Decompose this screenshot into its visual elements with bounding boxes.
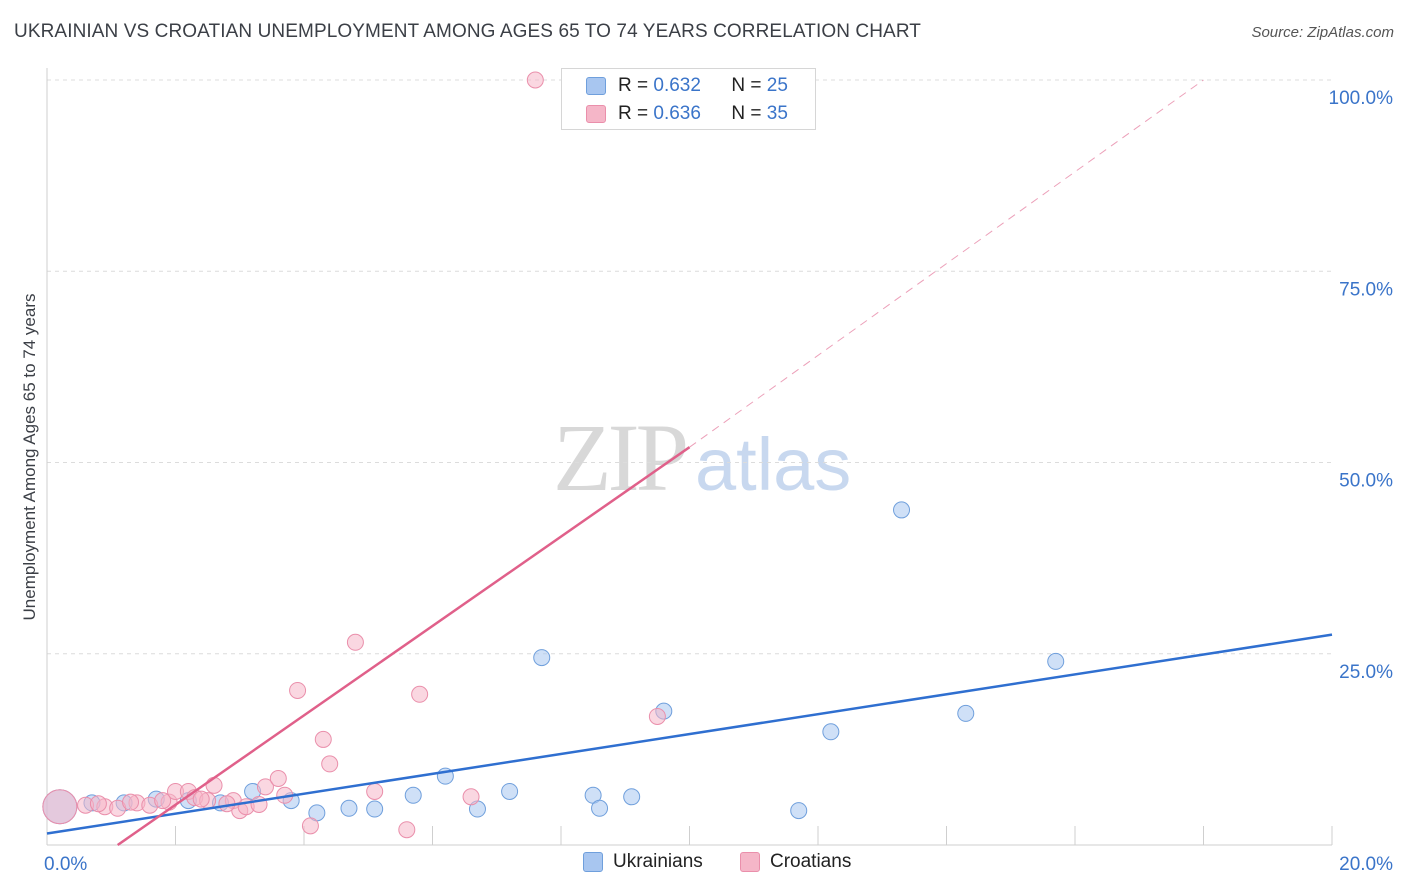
y-tick-label: 100.0% — [1329, 88, 1394, 109]
legend-n-label: N = — [731, 103, 767, 124]
ukrainian-trendline — [46, 633, 1333, 835]
series-legend-ukrainians[interactable]: Ukrainians — [583, 851, 703, 873]
legend-n-label: N = — [731, 75, 767, 96]
ukrainian-point — [340, 799, 358, 817]
legend-row-ukrainians: R = 0.632 N = 25 — [586, 74, 788, 98]
croatian-point — [314, 730, 332, 748]
croatian-point — [462, 788, 480, 806]
source-attribution: Source: ZipAtlas.com — [1251, 24, 1394, 41]
croatian-point — [122, 793, 140, 811]
watermark-zip: ZIP — [553, 404, 689, 511]
ukrainian-point — [533, 649, 551, 667]
legend-swatch-ukrainians — [586, 77, 606, 95]
croatian-point — [269, 769, 287, 787]
watermark: ZIP atlas — [553, 402, 851, 513]
ukrainian-point — [366, 800, 384, 818]
series-swatch-croatians — [740, 852, 760, 872]
watermark-atlas: atlas — [695, 423, 852, 506]
croatian-point — [205, 776, 223, 794]
ukrainian-point — [893, 501, 911, 519]
legend-r-value: 0.636 — [653, 103, 701, 124]
legend-row-croatians: R = 0.636 N = 35 — [586, 102, 788, 126]
croatian-point — [192, 790, 210, 808]
croatian-point — [89, 795, 107, 813]
y-tick-label: 25.0% — [1339, 662, 1393, 683]
ukrainian-point — [591, 799, 609, 817]
croatian-trendline-extension — [689, 79, 1204, 448]
croatian-point — [366, 782, 384, 800]
correlation-legend: R = 0.632 N = 25 R = 0.636 N = 35 — [561, 68, 816, 130]
ukrainian-point — [957, 704, 975, 722]
series-label-ukrainians: Ukrainians — [613, 851, 703, 872]
series-label-croatians: Croatians — [770, 851, 852, 872]
ukrainian-point — [623, 788, 641, 806]
series-swatch-ukrainians — [583, 852, 603, 872]
legend-n-value: 35 — [766, 103, 788, 124]
croatian-point — [289, 681, 307, 699]
x-tick-label: 20.0% — [1339, 854, 1393, 875]
y-tick-label: 75.0% — [1339, 279, 1393, 300]
ukrainian-point — [404, 786, 422, 804]
ukrainian-point — [790, 802, 808, 820]
croatian-point — [526, 71, 544, 89]
croatian-point — [42, 789, 78, 825]
croatian-point — [256, 778, 274, 796]
croatian-point — [301, 817, 319, 835]
legend-r-value: 0.632 — [653, 75, 701, 96]
croatian-point — [648, 707, 666, 725]
croatian-point — [398, 821, 416, 839]
series-legend: Ukrainians Croatians — [0, 851, 1406, 877]
chart-title: UKRAINIAN VS CROATIAN UNEMPLOYMENT AMONG… — [14, 21, 921, 42]
legend-swatch-croatians — [586, 105, 606, 123]
y-tick-label: 50.0% — [1339, 471, 1393, 492]
ukrainian-point — [1047, 652, 1065, 670]
x-tick-label: 0.0% — [44, 854, 87, 875]
legend-n-value: 25 — [766, 75, 788, 96]
croatian-point — [411, 685, 429, 703]
croatian-point — [346, 633, 364, 651]
series-legend-croatians[interactable]: Croatians — [740, 851, 851, 873]
ukrainian-point — [501, 782, 519, 800]
legend-r-label: R = — [618, 75, 654, 96]
croatian-point — [321, 755, 339, 773]
croatian-point — [154, 792, 172, 810]
legend-r-label: R = — [618, 103, 654, 124]
croatian-trendline — [116, 446, 691, 847]
ukrainian-point — [822, 723, 840, 741]
